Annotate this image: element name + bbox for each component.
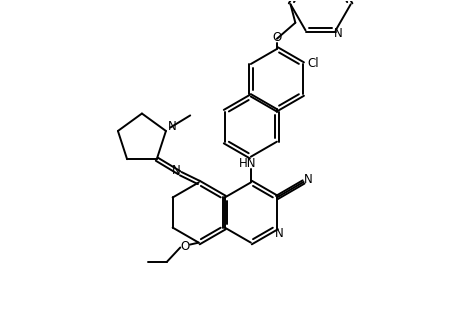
- Text: Cl: Cl: [308, 56, 320, 70]
- Text: O: O: [180, 240, 190, 253]
- Text: N: N: [304, 173, 313, 186]
- Text: N: N: [172, 164, 181, 177]
- Text: N: N: [167, 120, 176, 133]
- Text: O: O: [273, 31, 282, 44]
- Text: HN: HN: [239, 156, 256, 170]
- Text: N: N: [275, 227, 284, 240]
- Text: N: N: [334, 27, 343, 40]
